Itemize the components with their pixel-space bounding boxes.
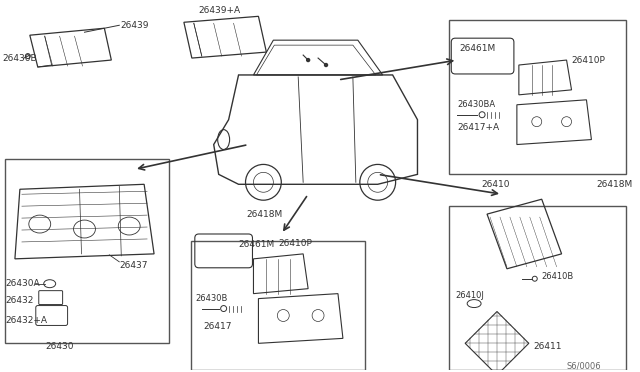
Text: 26417+A: 26417+A xyxy=(457,123,499,132)
Text: 26461M: 26461M xyxy=(459,44,495,52)
Text: 26430B: 26430B xyxy=(2,54,36,62)
Text: 26439+A: 26439+A xyxy=(199,6,241,15)
Text: 26411: 26411 xyxy=(534,342,563,351)
Text: 26418M: 26418M xyxy=(596,180,633,189)
Text: 26432: 26432 xyxy=(5,296,33,305)
Bar xyxy=(449,206,626,370)
Text: 26430BA: 26430BA xyxy=(457,100,495,109)
Text: 26437: 26437 xyxy=(119,261,148,270)
Text: 26439: 26439 xyxy=(120,21,148,30)
Text: S6/0006: S6/0006 xyxy=(566,362,601,371)
Text: 26417: 26417 xyxy=(204,322,232,331)
Text: 26430B: 26430B xyxy=(196,294,228,303)
Text: 26430A: 26430A xyxy=(5,279,40,288)
Text: 26410: 26410 xyxy=(481,180,509,189)
Text: 26432+A: 26432+A xyxy=(5,316,47,325)
Text: 26430: 26430 xyxy=(45,342,74,351)
Text: 26410P: 26410P xyxy=(572,55,605,65)
Bar xyxy=(191,241,365,370)
Text: 26410J: 26410J xyxy=(455,291,484,300)
Text: 26410P: 26410P xyxy=(278,240,312,248)
Bar xyxy=(5,160,169,343)
Circle shape xyxy=(324,64,328,67)
Text: 26410B: 26410B xyxy=(541,272,574,281)
Bar xyxy=(449,20,626,174)
Text: 26418M: 26418M xyxy=(246,209,283,219)
Text: 26461M: 26461M xyxy=(239,240,275,250)
Circle shape xyxy=(307,58,310,61)
